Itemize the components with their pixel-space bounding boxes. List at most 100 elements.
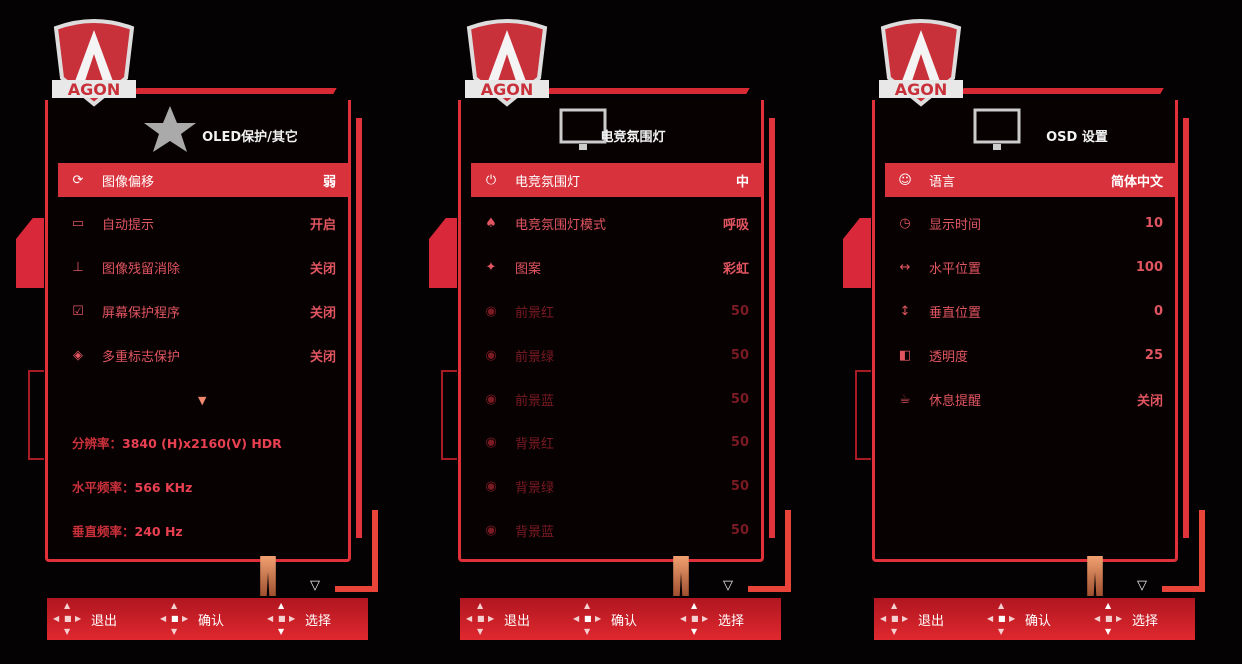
menu-item-value: 彩虹 — [722, 262, 749, 278]
menu-item-label: 电竞氛围灯模式 — [515, 218, 607, 234]
control-hint-bar: ▲ ◀ ■ ▶ ▼ 退出 ▲ ◀ ■ ▶ ▼ 确认 ▲ ◀ ■ ▶ ▼ 选择 — [874, 598, 1195, 640]
hint-select[interactable]: ▲ ◀ ■ ▶ ▼ 选择 — [674, 601, 781, 637]
up-arrow-icon: ▲ — [171, 601, 178, 610]
menu-item[interactable]: ☺ 语言 简体中文 — [885, 163, 1175, 197]
hint-label: 选择 — [718, 613, 745, 629]
joystick-icon: ▲ ◀ ■ ▶ ▼ — [267, 601, 297, 637]
up-arrow-icon: ▲ — [1105, 601, 1112, 610]
up-arrow-icon: ▲ — [64, 601, 71, 610]
down-arrow-icon: ▼ — [64, 627, 71, 636]
hint-confirm[interactable]: ▲ ◀ ■ ▶ ▼ 确认 — [567, 601, 674, 637]
frame-decoration — [335, 586, 378, 592]
frame-decoration — [372, 510, 378, 592]
signal-info: 水平频率：566 KHz — [72, 477, 192, 496]
triangle-icon: ▽ — [310, 578, 320, 593]
menu-item[interactable]: ◉ 前景蓝 50 — [471, 382, 761, 416]
menu-item[interactable]: ✦ 图案 彩虹 — [471, 251, 761, 285]
menu-item-value: 50 — [730, 303, 749, 319]
menu-item-label: 图案 — [515, 262, 542, 278]
menu-item[interactable]: ⊥ 图像残留消除 关闭 — [58, 251, 348, 285]
menu-item[interactable]: ▭ 自动提示 开启 — [58, 207, 348, 241]
transparency-icon: ◧ — [898, 347, 912, 363]
signal-info: 分辨率：3840 (H)x2160(V) HDR — [72, 433, 282, 452]
menu-item[interactable]: ♠ 电竞氛围灯模式 呼吸 — [471, 207, 761, 241]
hint-label: 退出 — [918, 613, 945, 629]
frame-decoration — [133, 88, 337, 94]
control-hint-bar: ▲ ◀ ■ ▶ ▼ 退出 ▲ ◀ ■ ▶ ▼ 确认 ▲ ◀ ■ ▶ ▼ 选择 — [47, 598, 368, 640]
language-icon: ☺ — [898, 172, 912, 188]
menu-item[interactable]: ↕ 垂直位置 0 — [885, 294, 1175, 328]
joystick-icon: ▲ ◀ ■ ▶ ▼ — [680, 601, 710, 637]
down-arrow-icon: ▼ — [691, 627, 698, 636]
menu-item-label: 前景蓝 — [515, 393, 555, 409]
power-icon: ⏻ — [485, 172, 497, 188]
menu-item[interactable]: ◉ 背景红 50 — [471, 426, 761, 460]
center-arrow-icon: ■ — [171, 614, 179, 623]
menu-item-value: 0 — [1153, 303, 1163, 319]
hint-exit[interactable]: ▲ ◀ ■ ▶ ▼ 退出 — [47, 601, 154, 637]
menu-item-value: 关闭 — [1136, 393, 1163, 409]
color-dot-icon: ◉ — [485, 522, 497, 538]
info-value: 240 Hz — [134, 524, 183, 539]
menu-item-label: 图像偏移 — [102, 174, 155, 190]
frame-decoration — [1183, 118, 1189, 538]
center-arrow-icon: ■ — [998, 614, 1006, 623]
hint-exit[interactable]: ▲ ◀ ■ ▶ ▼ 退出 — [874, 601, 981, 637]
up-arrow-icon: ▲ — [998, 601, 1005, 610]
center-arrow-icon: ■ — [584, 614, 592, 623]
left-arrow-icon: ◀ — [680, 614, 687, 623]
left-arrow-icon: ◀ — [160, 614, 167, 623]
color-dot-icon: ◉ — [485, 479, 497, 495]
menu-item-label: 前景绿 — [515, 349, 555, 365]
hint-confirm[interactable]: ▲ ◀ ■ ▶ ▼ 确认 — [154, 601, 261, 637]
menu-item[interactable]: ☕ 休息提醒 关闭 — [885, 382, 1175, 416]
menu-item-value: 关闭 — [309, 305, 336, 321]
menu-item[interactable]: ◉ 前景绿 50 — [471, 338, 761, 372]
menu-item[interactable]: ⏻ 电竞氛围灯 中 — [471, 163, 761, 197]
menu-item[interactable]: ☑ 屏幕保护程序 关闭 — [58, 294, 348, 328]
hint-exit[interactable]: ▲ ◀ ■ ▶ ▼ 退出 — [460, 601, 567, 637]
menu-item[interactable]: ◉ 背景绿 50 — [471, 470, 761, 504]
color-dot-icon: ◉ — [485, 303, 497, 319]
menu-item-value: 50 — [730, 391, 749, 407]
agon-logo: AGON — [48, 18, 140, 110]
up-arrow-icon: ▲ — [691, 601, 698, 610]
right-arrow-icon: ▶ — [182, 614, 189, 623]
menu-item-label: 背景蓝 — [515, 524, 555, 540]
menu-item[interactable]: ◉ 前景红 50 — [471, 294, 761, 328]
hint-select[interactable]: ▲ ◀ ■ ▶ ▼ 选择 — [261, 601, 368, 637]
menu-item[interactable]: ◧ 透明度 25 — [885, 338, 1175, 372]
frame-decoration — [441, 370, 457, 460]
menu-item[interactable]: ◈ 多重标志保护 关闭 — [58, 338, 348, 372]
info-value: 3840 (H)x2160(V) HDR — [122, 436, 282, 451]
right-arrow-icon: ▶ — [289, 614, 296, 623]
scroll-down-arrow-icon[interactable]: ▼ — [198, 394, 207, 407]
signal-info: 垂直频率：240 Hz — [72, 521, 183, 540]
menu-item[interactable]: ◉ 背景蓝 50 — [471, 513, 761, 547]
menu-item[interactable]: ↔ 水平位置 100 — [885, 251, 1175, 285]
center-arrow-icon: ■ — [691, 614, 699, 623]
menu-item-label: 屏幕保护程序 — [102, 305, 181, 321]
menu-item-value: 中 — [735, 174, 749, 190]
center-arrow-icon: ■ — [891, 614, 899, 623]
refresh-icon: ⟳ — [72, 172, 84, 188]
menu-item-label: 多重标志保护 — [102, 349, 181, 365]
hint-select[interactable]: ▲ ◀ ■ ▶ ▼ 选择 — [1088, 601, 1195, 637]
right-arrow-icon: ▶ — [595, 614, 602, 623]
menu-item-value: 50 — [730, 479, 749, 495]
svg-text:AGON: AGON — [68, 80, 121, 99]
up-arrow-icon: ▲ — [278, 601, 285, 610]
down-arrow-icon: ▼ — [278, 627, 285, 636]
up-arrow-icon: ▲ — [584, 601, 591, 610]
coffee-icon: ☕ — [899, 391, 911, 407]
frame-decoration — [16, 218, 44, 288]
info-value: 566 KHz — [134, 480, 193, 495]
menu-item[interactable]: ◷ 显示时间 10 — [885, 207, 1175, 241]
menu-item-value: 弱 — [322, 174, 336, 190]
sparkle-icon: ✦ — [485, 260, 497, 276]
screensaver-icon: ☑ — [72, 303, 84, 319]
menu-item-label: 水平位置 — [929, 262, 982, 278]
menu-item[interactable]: ⟳ 图像偏移 弱 — [58, 163, 348, 197]
svg-text:AGON: AGON — [481, 80, 534, 99]
hint-confirm[interactable]: ▲ ◀ ■ ▶ ▼ 确认 — [981, 601, 1088, 637]
